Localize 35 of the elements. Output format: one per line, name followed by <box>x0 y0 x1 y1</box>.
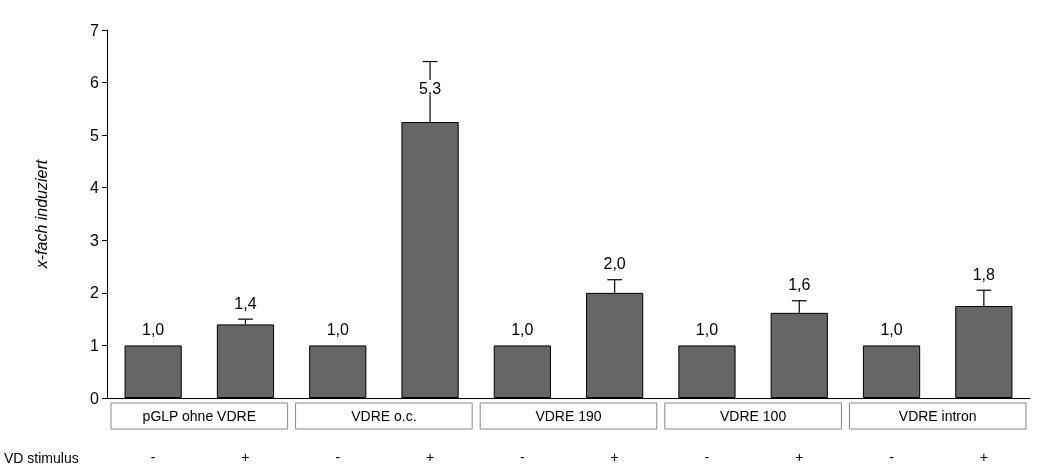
text: VDRE 190 <box>535 408 602 424</box>
data-label: 1,0 <box>880 320 903 338</box>
x-tick-label: + <box>795 449 804 465</box>
data-label: 1,6 <box>788 276 811 294</box>
y-tick-label: 1 <box>90 336 100 354</box>
text: VDRE 100 <box>720 408 787 424</box>
x-tick-label: + <box>610 449 619 465</box>
data-label: 5,3 <box>418 79 442 97</box>
x-tick-label: - <box>704 449 710 465</box>
text: VDRE o.c. <box>351 408 417 424</box>
data-label: 1,0 <box>695 320 719 338</box>
data-label: 2,0 <box>603 255 626 273</box>
text: VD stimulus <box>4 450 79 466</box>
data-label: 1,4 <box>234 294 257 312</box>
y-tick-label: 5 <box>90 126 100 144</box>
y-tick-label: 4 <box>90 179 100 197</box>
data-label: 1,0 <box>326 320 349 338</box>
x-tick-label: + <box>241 449 250 465</box>
data-label: 1,0 <box>511 320 534 338</box>
text: VDRE intron <box>898 408 977 424</box>
y-tick-label: 2 <box>90 284 100 302</box>
x-tick-label: + <box>425 449 435 465</box>
text: pGLP ohne VDRE <box>142 408 256 424</box>
y-axis-title: x-fach induziert <box>32 159 50 270</box>
data-label: 1,8 <box>972 265 996 283</box>
y-tick-label: 3 <box>90 231 100 249</box>
x-tick-label: - <box>150 449 156 465</box>
x-tick-label: - <box>520 449 526 465</box>
x-tick-label: + <box>979 449 988 465</box>
data-label: 1,0 <box>142 320 165 338</box>
y-tick-label: 7 <box>90 21 100 39</box>
x-tick-label: - <box>889 449 895 465</box>
y-tick-label: 6 <box>90 74 100 92</box>
x-tick-label: - <box>335 449 341 465</box>
y-tick-label: 0 <box>90 389 100 407</box>
